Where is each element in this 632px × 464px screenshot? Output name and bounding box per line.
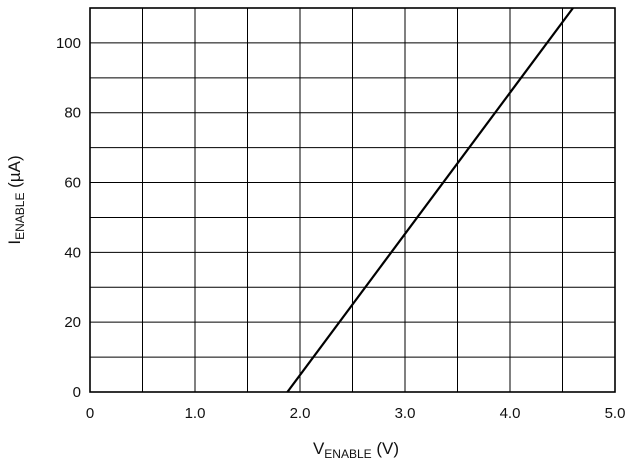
x-tick-label: 2.0: [290, 405, 311, 422]
x-axis-title-main: V: [313, 439, 325, 458]
x-tick-label: 1.0: [185, 405, 206, 422]
series-line: [286, 7, 574, 393]
y-axis-title: IENABLE (µA): [5, 155, 27, 244]
x-tick-label: 3.0: [395, 405, 416, 422]
grid: [89, 8, 616, 393]
plot-frame: [89, 7, 616, 393]
y-axis-title-unit: (µA): [5, 155, 24, 192]
x-axis-title: VENABLE (V): [313, 439, 399, 461]
x-axis-title-subscript: ENABLE: [324, 447, 371, 461]
x-tick-label: 4.0: [500, 405, 521, 422]
y-tick-label: 60: [64, 175, 81, 192]
y-tick-labels: 0 20 40 60 80 100: [56, 35, 81, 401]
y-tick-label: 40: [64, 244, 81, 261]
x-tick-label: 0: [86, 405, 94, 422]
x-axis-title-unit: (V): [372, 439, 399, 458]
y-tick-label: 0: [73, 384, 81, 401]
y-axis-title-subscript: ENABLE: [13, 193, 27, 240]
y-tick-label: 80: [64, 105, 81, 122]
x-tick-label: 5.0: [605, 405, 626, 422]
x-tick-labels: 0 1.0 2.0 3.0 4.0 5.0: [86, 405, 626, 422]
y-tick-label: 20: [64, 314, 81, 331]
series-layer: [286, 7, 574, 393]
y-axis-title-main: I: [5, 240, 24, 245]
y-tick-label: 100: [56, 35, 81, 52]
